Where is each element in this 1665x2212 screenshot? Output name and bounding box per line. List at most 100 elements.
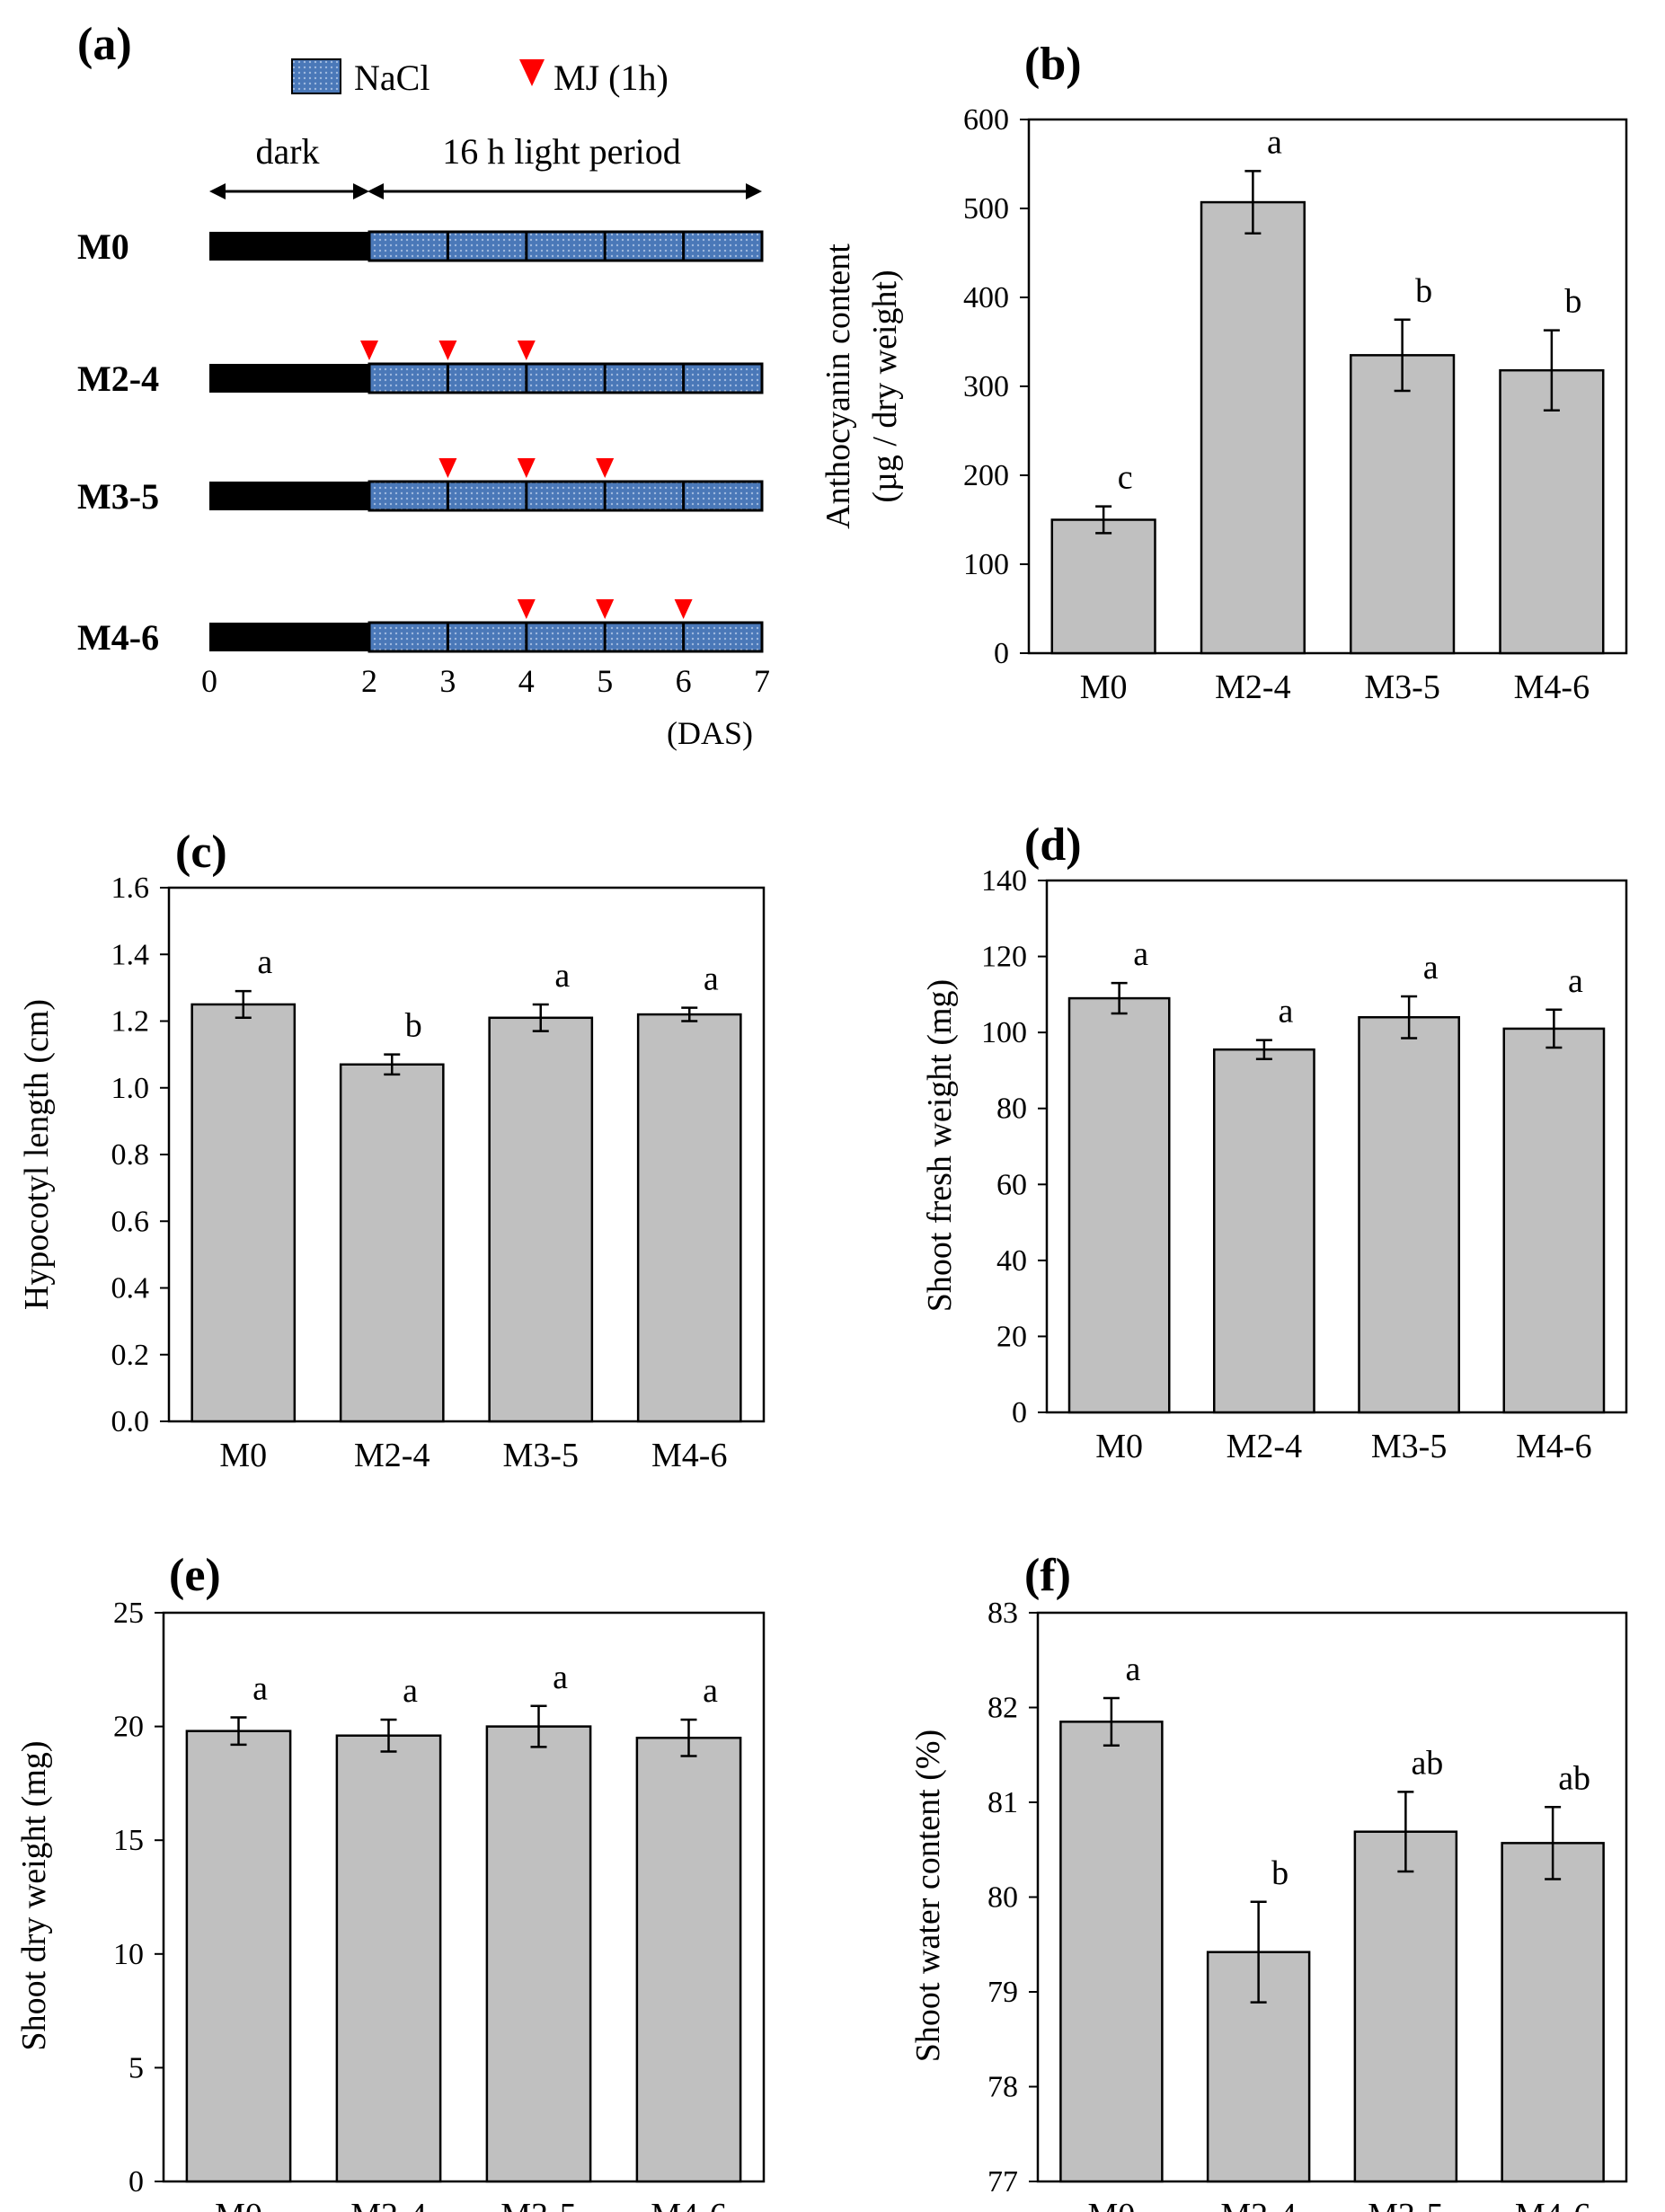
significance-letter: ab bbox=[1558, 1759, 1590, 1797]
y-tick-label: 140 bbox=[981, 864, 1027, 898]
schedule-tick-label: 0 bbox=[201, 663, 217, 699]
y-axis-title: Shoot dry weight (mg) bbox=[15, 1740, 53, 2050]
y-tick-label: 100 bbox=[963, 548, 1009, 581]
y-tick-label: 20 bbox=[996, 1320, 1027, 1353]
x-category-label: M3-5 bbox=[500, 2197, 576, 2212]
significance-letter: a bbox=[1133, 935, 1148, 973]
y-tick-label: 82 bbox=[987, 1692, 1018, 1725]
dark-period-bar bbox=[209, 364, 369, 393]
chart-panel-b: (b) 0 100 200 300 400 500 600 Anthocyanin conten… bbox=[819, 39, 1628, 706]
mj-treatment-marker bbox=[438, 458, 457, 478]
significance-letter: a bbox=[1568, 962, 1583, 1000]
schedule-rows: M0 M2-4 M3-5 M4-6 bbox=[77, 226, 764, 658]
mj-treatment-marker bbox=[517, 458, 536, 478]
y-tick-label: 100 bbox=[981, 1016, 1027, 1049]
significance-letter: b bbox=[1271, 1854, 1289, 1892]
schedule-row-label: M2-4 bbox=[77, 358, 159, 399]
mj-legend-marker bbox=[519, 59, 545, 86]
bar bbox=[1067, 996, 1171, 1414]
y-tick-label: 40 bbox=[996, 1244, 1027, 1278]
x-category-label: M2-4 bbox=[1215, 668, 1290, 706]
schedule-tick-label: 2 bbox=[361, 663, 377, 699]
panel-label-b: (b) bbox=[1024, 39, 1082, 90]
y-tick-label: 60 bbox=[996, 1168, 1027, 1201]
plot-frame bbox=[162, 1611, 766, 2183]
significance-letter: a bbox=[252, 1669, 268, 1707]
y-tick-label: 15 bbox=[113, 1824, 144, 1857]
x-category-label: M0 bbox=[219, 1437, 267, 1474]
schedule-row: M0 bbox=[77, 226, 764, 267]
y-tick-label: 200 bbox=[963, 459, 1009, 492]
x-category-label: M0 bbox=[1087, 2197, 1135, 2212]
dark-period-label: dark bbox=[255, 131, 319, 172]
y-tick-label: 1.6 bbox=[111, 872, 150, 905]
significance-letter: a bbox=[703, 1672, 718, 1710]
schedule-tick-label: 3 bbox=[439, 663, 456, 699]
x-category-label: M4-6 bbox=[1516, 1428, 1591, 1465]
significance-letter: a bbox=[1125, 1650, 1140, 1688]
significance-letter: a bbox=[403, 1672, 418, 1710]
schedule-row: M3-5 bbox=[77, 458, 764, 517]
schedule-tick-label: 5 bbox=[597, 663, 613, 699]
bar bbox=[485, 1725, 592, 2183]
y-axis-title: Hypocotyl length (cm) bbox=[18, 999, 56, 1310]
y-tick-label: 0.4 bbox=[111, 1272, 150, 1305]
significance-letter: a bbox=[1267, 123, 1282, 161]
schedule-row-label: M4-6 bbox=[77, 617, 159, 658]
x-category-label: M2-4 bbox=[354, 1437, 430, 1474]
y-tick-label: 300 bbox=[963, 370, 1009, 403]
mj-treatment-marker bbox=[360, 341, 378, 360]
significance-letter: a bbox=[553, 1659, 568, 1696]
bar bbox=[335, 1734, 442, 2183]
y-tick-label: 0.2 bbox=[111, 1339, 150, 1372]
schedule-axis-unit: (DAS) bbox=[667, 715, 753, 751]
bar bbox=[488, 1016, 594, 1423]
significance-letter: c bbox=[1118, 459, 1133, 497]
schedule-row-label: M3-5 bbox=[77, 476, 159, 517]
bar bbox=[636, 1013, 742, 1423]
bar bbox=[1353, 1830, 1458, 2183]
light-period-arrow bbox=[368, 183, 762, 199]
bar bbox=[1358, 1015, 1461, 1414]
bar bbox=[1499, 368, 1605, 655]
dark-period-bar bbox=[209, 482, 369, 510]
bar bbox=[635, 1737, 742, 2183]
nacl-legend-swatch bbox=[291, 58, 341, 94]
y-tick-label: 80 bbox=[996, 1093, 1027, 1126]
chart-panel-e: (e) 0 5 10 15 20 25 Shoot dry weight (mg) a M0 a M2… bbox=[15, 1550, 766, 2212]
nacl-light-bar bbox=[368, 480, 764, 512]
mj-treatment-marker bbox=[517, 341, 536, 360]
y-tick-label: 0 bbox=[1012, 1396, 1027, 1429]
mj-legend-label: MJ (1h) bbox=[554, 58, 669, 98]
nacl-light-bar bbox=[368, 230, 764, 262]
y-axis-title: (µg / dry weight) bbox=[866, 270, 904, 502]
schedule-panel: (a) NaCl MJ (1h) dark 16 h light period … bbox=[77, 19, 770, 751]
x-category-label: M4-6 bbox=[651, 1437, 727, 1474]
y-tick-label: 25 bbox=[113, 1597, 144, 1630]
y-tick-label: 400 bbox=[963, 281, 1009, 314]
y-tick-label: 120 bbox=[981, 941, 1027, 974]
x-category-label: M3-5 bbox=[1364, 668, 1439, 706]
panel-label-c: (c) bbox=[175, 827, 227, 878]
schedule-row: M2-4 bbox=[77, 341, 764, 399]
x-category-label: M0 bbox=[1095, 1428, 1143, 1465]
dark-period-arrow bbox=[209, 183, 369, 199]
chart-panel-f: (f) 77 78 79 80 81 82 83 Shoot water content (%)… bbox=[909, 1550, 1628, 2212]
schedule-row: M4-6 bbox=[77, 599, 764, 658]
significance-letter: a bbox=[554, 957, 570, 995]
mj-treatment-marker bbox=[596, 599, 615, 619]
schedule-day-axis: 0 2 3 4 5 6 7 bbox=[201, 663, 770, 699]
bar bbox=[1200, 200, 1306, 655]
bar bbox=[1502, 1027, 1606, 1414]
schedule-tick-label: 6 bbox=[676, 663, 692, 699]
y-tick-label: 1.4 bbox=[111, 938, 150, 971]
bar bbox=[1050, 518, 1156, 655]
x-category-label: M3-5 bbox=[503, 1437, 579, 1474]
dark-period-bar bbox=[209, 623, 369, 651]
significance-letter: a bbox=[1278, 993, 1293, 1031]
y-tick-label: 83 bbox=[987, 1597, 1018, 1630]
significance-letter: ab bbox=[1411, 1744, 1443, 1782]
y-tick-label: 0.6 bbox=[111, 1205, 150, 1238]
x-category-label: M2-4 bbox=[1227, 1428, 1302, 1465]
